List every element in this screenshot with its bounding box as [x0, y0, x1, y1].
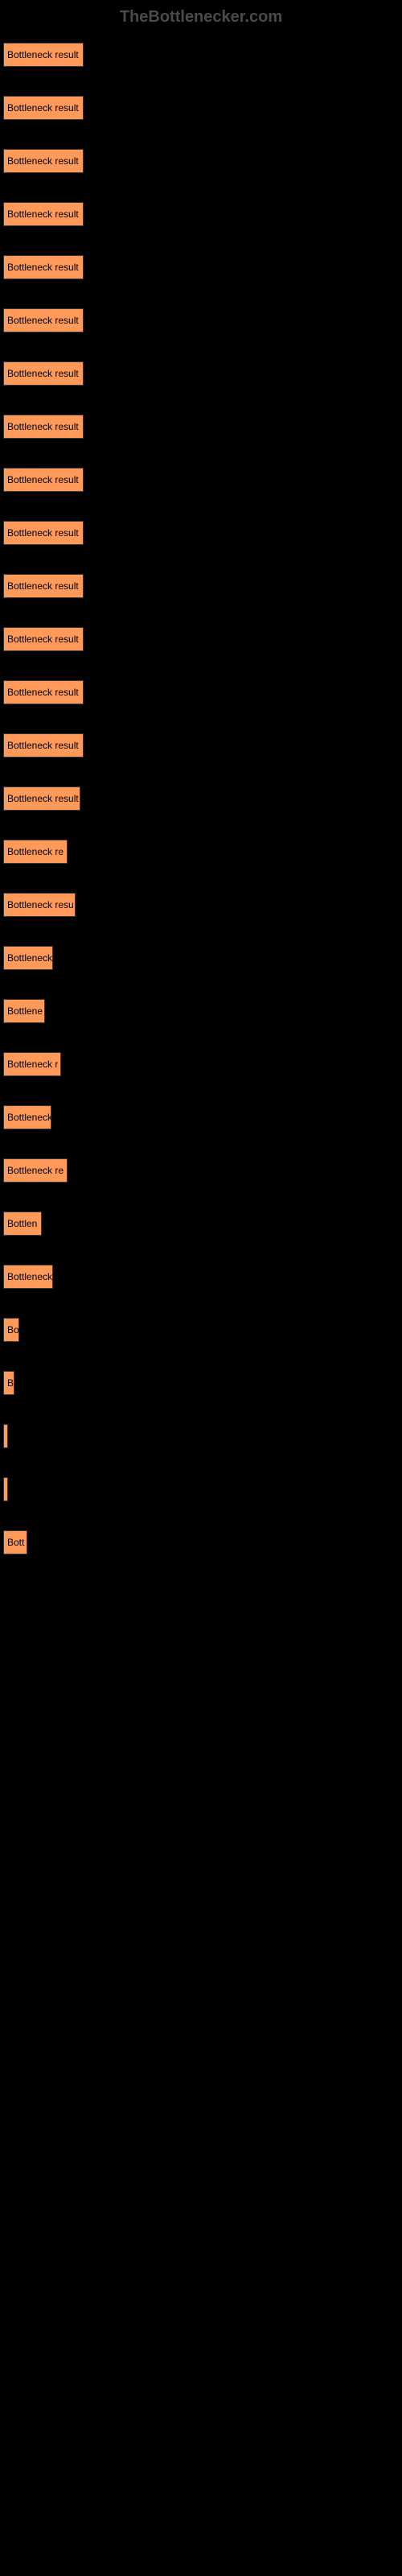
- bar-row: Bottleneck result: [3, 627, 402, 651]
- bar-row: Bottleneck result: [3, 361, 402, 386]
- bar-row: Bottleneck result: [3, 43, 402, 67]
- bar-row: Bottleneck result: [3, 415, 402, 439]
- chart-bar: Bottleneck r: [3, 1052, 61, 1076]
- bar-row: Bottleneck: [3, 1265, 402, 1289]
- bar-row: Bottleneck re: [3, 840, 402, 864]
- chart-bar: Bottleneck result: [3, 786, 80, 811]
- chart-bar: Bottleneck result: [3, 96, 84, 120]
- chart-bar: Bottleneck: [3, 1105, 51, 1129]
- bar-chart: Bottleneck result Bottleneck result Bottle…: [0, 43, 402, 1554]
- chart-bar: Bottleneck result: [3, 202, 84, 226]
- bar-row: Bottleneck result: [3, 202, 402, 226]
- bar-row: Bottleneck result: [3, 308, 402, 332]
- bar-row: Bottleneck result: [3, 255, 402, 279]
- chart-bar: B: [3, 1371, 14, 1395]
- bar-row: Bottleneck: [3, 1105, 402, 1129]
- bar-row: Bottleneck result: [3, 468, 402, 492]
- chart-bar: Bottleneck: [3, 946, 53, 970]
- chart-bar: Bottleneck result: [3, 361, 84, 386]
- bar-row: B: [3, 1371, 402, 1395]
- bar-row: Bottleneck result: [3, 574, 402, 598]
- bar-row: Bottleneck result: [3, 680, 402, 704]
- chart-bar: Bottleneck resu: [3, 893, 76, 917]
- page-title: TheBottlenecker.com: [0, 8, 402, 27]
- bar-row: Bottleneck re: [3, 1158, 402, 1183]
- bar-row: [3, 1477, 402, 1501]
- chart-bar: Bottlen: [3, 1212, 42, 1236]
- bar-row: Bottleneck result: [3, 521, 402, 545]
- bar-row: Bottlene: [3, 999, 402, 1023]
- chart-bar: Bo: [3, 1318, 19, 1342]
- chart-bar: Bottleneck result: [3, 468, 84, 492]
- chart-bar: Bottleneck result: [3, 521, 84, 545]
- chart-bar: Bottleneck result: [3, 255, 84, 279]
- bar-row: Bottleneck result: [3, 96, 402, 120]
- bar-row: Bottleneck r: [3, 1052, 402, 1076]
- chart-bar: Bottleneck result: [3, 308, 84, 332]
- bar-row: Bottleneck: [3, 946, 402, 970]
- chart-bar: [3, 1477, 8, 1501]
- chart-bar: Bottleneck result: [3, 733, 84, 758]
- chart-bar: Bottlene: [3, 999, 45, 1023]
- chart-bar: Bott: [3, 1530, 27, 1554]
- chart-bar: Bottleneck: [3, 1265, 53, 1289]
- bar-row: Bottleneck result: [3, 149, 402, 173]
- bar-row: [3, 1424, 402, 1448]
- bar-row: Bottleneck result: [3, 733, 402, 758]
- chart-bar: Bottleneck result: [3, 43, 84, 67]
- chart-bar: Bottleneck result: [3, 680, 84, 704]
- chart-bar: Bottleneck result: [3, 149, 84, 173]
- chart-bar: Bottleneck result: [3, 574, 84, 598]
- bar-row: Bottleneck result: [3, 786, 402, 811]
- bar-row: Bottlen: [3, 1212, 402, 1236]
- bar-row: Bott: [3, 1530, 402, 1554]
- bar-row: Bottleneck resu: [3, 893, 402, 917]
- chart-bar: [3, 1424, 8, 1448]
- chart-bar: Bottleneck result: [3, 415, 84, 439]
- chart-bar: Bottleneck re: [3, 840, 68, 864]
- chart-bar: Bottleneck re: [3, 1158, 68, 1183]
- chart-bar: Bottleneck result: [3, 627, 84, 651]
- bar-row: Bo: [3, 1318, 402, 1342]
